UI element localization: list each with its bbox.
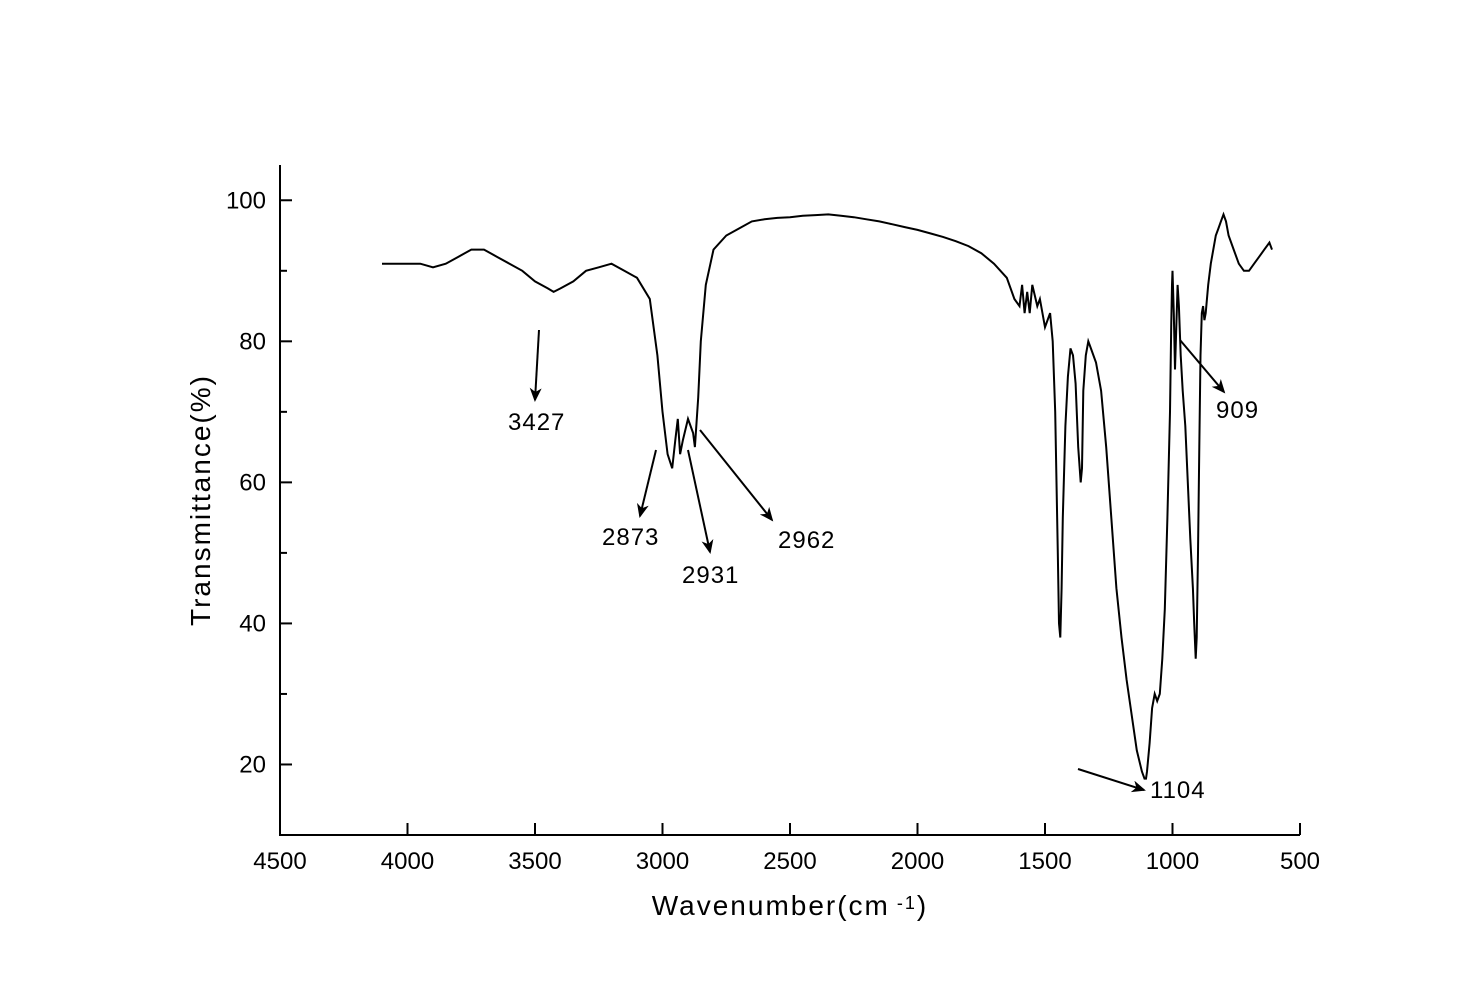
- peak-label: 1104: [1150, 777, 1206, 804]
- chart-svg: 20 40 60 80 100 4500 4000 3500 3000 2500 2000 1500 1…: [0, 0, 1460, 1004]
- x-tick-label: 2500: [763, 848, 816, 875]
- x-axis-label: Wavenumber(cm -1): [652, 890, 928, 921]
- ticks: 20 40 60 80 100 4500 4000 3500 3000 2500 2000 1500 1…: [226, 187, 1320, 875]
- y-tick-label: 80: [239, 328, 266, 355]
- y-axis-label: Transmittance(%): [185, 374, 216, 626]
- peak-label: 2931: [682, 562, 739, 589]
- x-tick-label: 3000: [636, 848, 689, 875]
- peak-arrow: [535, 330, 539, 400]
- y-tick-label: 40: [239, 610, 266, 637]
- peak-arrow: [688, 450, 710, 552]
- y-tick-label: 60: [239, 469, 266, 496]
- peak-label: 2873: [602, 524, 659, 551]
- axes: [280, 165, 1300, 835]
- peak-arrow: [1180, 340, 1224, 392]
- peak-label: 3427: [508, 409, 565, 436]
- ir-spectrum-chart: 20 40 60 80 100 4500 4000 3500 3000 2500 2000 1500 1…: [0, 0, 1460, 1004]
- axis-frame: [280, 165, 1300, 835]
- x-tick-label: 4500: [253, 848, 306, 875]
- peak-arrow: [1078, 769, 1144, 790]
- peak-arrow: [640, 450, 656, 516]
- x-tick-label: 3500: [508, 848, 561, 875]
- spectrum-line: [382, 214, 1272, 778]
- peak-annotations: 3427 2873 2931 2962 1104 909: [508, 330, 1259, 804]
- x-tick-label: 500: [1280, 848, 1320, 875]
- peak-arrow: [700, 430, 772, 520]
- x-tick-label: 1000: [1146, 848, 1199, 875]
- x-tick-label: 2000: [891, 848, 944, 875]
- peak-label: 2962: [778, 527, 835, 554]
- x-tick-label: 1500: [1018, 848, 1071, 875]
- x-tick-label: 4000: [381, 848, 434, 875]
- axis-labels: Transmittance(%) Wavenumber(cm -1): [185, 374, 928, 921]
- y-tick-label: 100: [226, 187, 266, 214]
- data-line-group: [382, 214, 1272, 778]
- y-tick-label: 20: [239, 751, 266, 778]
- peak-label: 909: [1216, 397, 1259, 424]
